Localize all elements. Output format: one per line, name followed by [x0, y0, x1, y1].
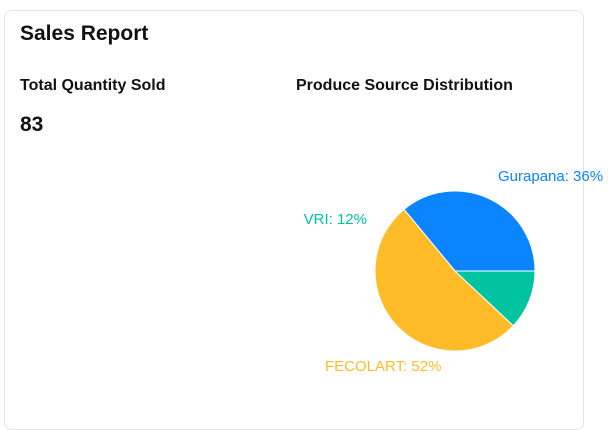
distribution-title: Produce Source Distribution	[296, 77, 513, 94]
total-quantity-title: Total Quantity Sold	[20, 77, 166, 94]
total-quantity-value: 83	[20, 113, 44, 136]
pie-slice-fecolart	[374, 208, 515, 352]
pie-label-fecolart: FECOLART: 52%	[325, 358, 441, 375]
produce-source-pie-chart: Gurapana: 36% FECOLART: 52% VRI: 12%	[304, 168, 603, 375]
report-title: Sales Report	[20, 22, 149, 45]
pie-slice-vri	[453, 270, 536, 327]
pie-slice-gurapana	[403, 190, 536, 272]
pie-label-vri: VRI: 12%	[304, 211, 367, 228]
pie-label-gurapana: Gurapana: 36%	[498, 168, 603, 185]
